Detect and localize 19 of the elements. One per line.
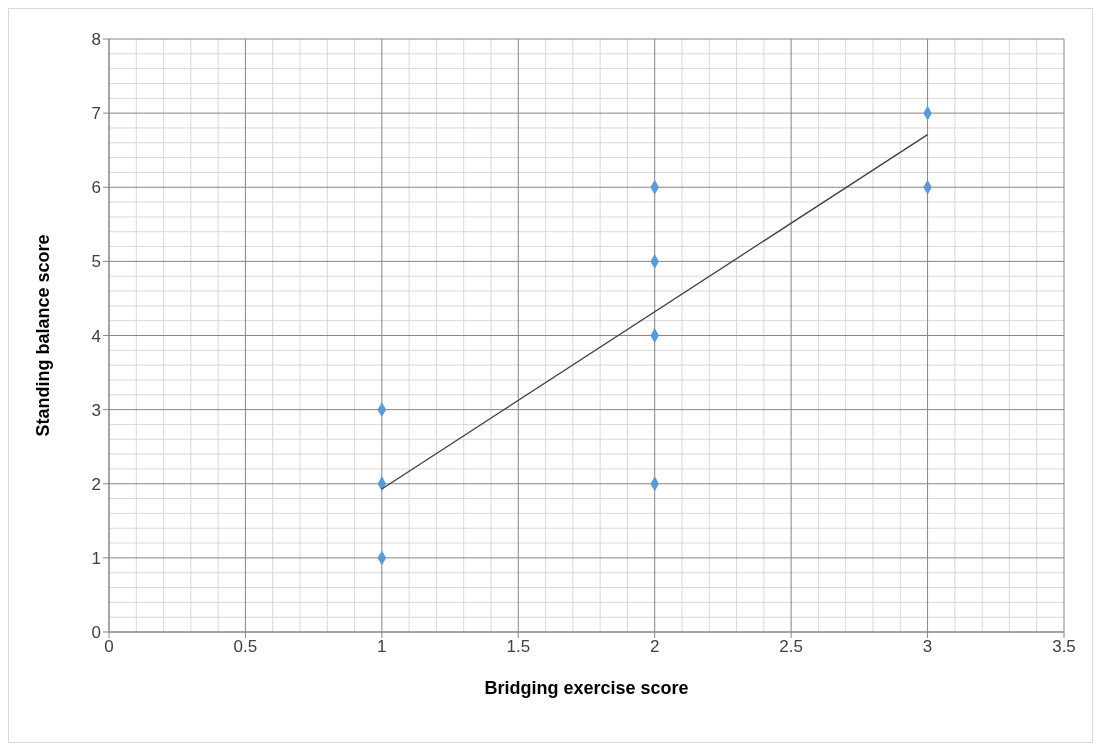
x-tick-label: 0.5 bbox=[233, 637, 258, 657]
x-tick-label: 0 bbox=[104, 637, 114, 657]
x-tick-label: 3.5 bbox=[1052, 637, 1076, 657]
y-tick-label: 7 bbox=[91, 104, 101, 124]
y-tick-label: 0 bbox=[91, 623, 101, 643]
y-tick-label: 1 bbox=[91, 548, 101, 568]
y-tick-label: 3 bbox=[91, 400, 101, 420]
y-axis-title: Standing balance score bbox=[33, 234, 54, 437]
x-tick-label: 2.5 bbox=[779, 637, 803, 657]
x-tick-label: 1.5 bbox=[506, 637, 531, 657]
y-tick-label: 2 bbox=[91, 474, 101, 494]
x-axis-title: Bridging exercise score bbox=[484, 678, 689, 698]
y-tick-label: 8 bbox=[91, 30, 101, 50]
y-tick-label: 5 bbox=[91, 252, 101, 272]
x-tick-label: 1 bbox=[377, 637, 387, 657]
x-tick-label: 2 bbox=[649, 637, 660, 657]
x-tick-label: 3 bbox=[922, 637, 933, 657]
y-tick-label: 4 bbox=[91, 326, 101, 346]
y-tick-label: 6 bbox=[91, 178, 101, 198]
